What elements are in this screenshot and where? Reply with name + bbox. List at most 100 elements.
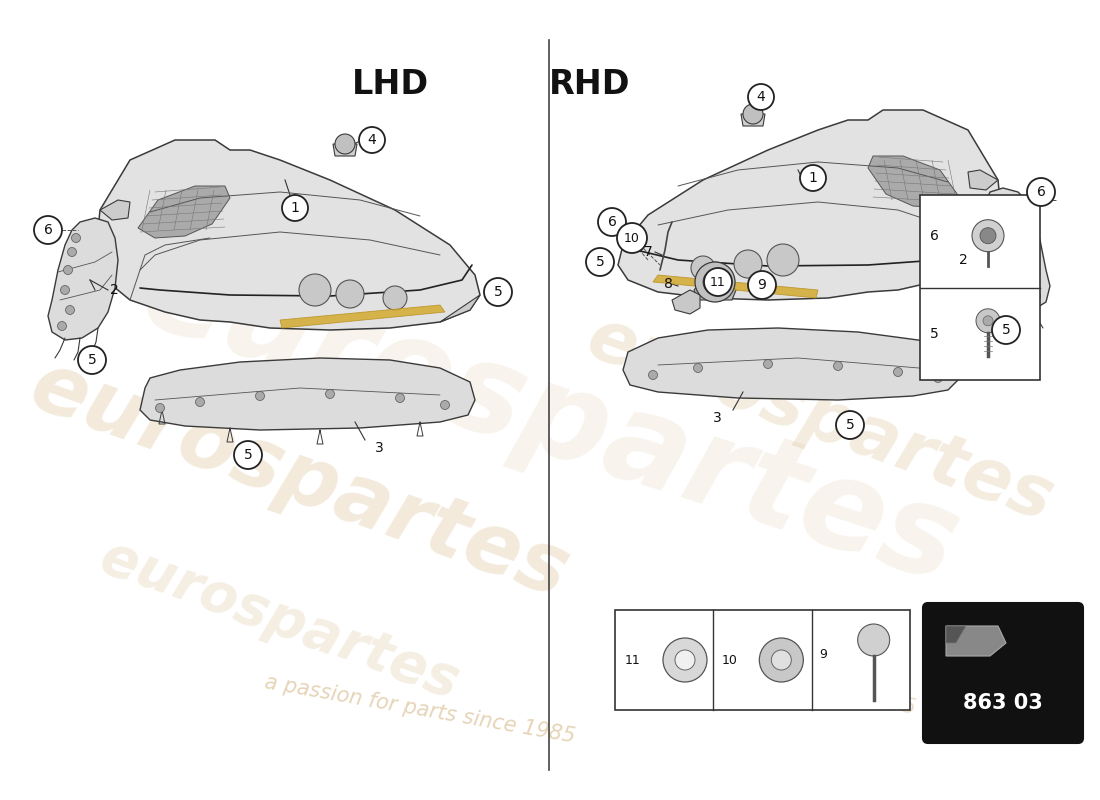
- Circle shape: [767, 244, 799, 276]
- Text: LHD: LHD: [351, 69, 429, 102]
- Circle shape: [299, 274, 331, 306]
- Polygon shape: [672, 290, 700, 314]
- Circle shape: [1018, 203, 1026, 213]
- Polygon shape: [95, 140, 480, 330]
- Text: 8: 8: [663, 277, 672, 291]
- Circle shape: [742, 104, 763, 124]
- Text: 3: 3: [375, 441, 384, 455]
- Text: 10: 10: [722, 654, 737, 666]
- Text: RHD: RHD: [549, 69, 630, 102]
- Circle shape: [704, 268, 732, 296]
- Text: eurospartes: eurospartes: [20, 345, 580, 615]
- Polygon shape: [946, 626, 966, 643]
- Circle shape: [734, 250, 762, 278]
- Polygon shape: [653, 275, 818, 298]
- Text: a passion for: a passion for: [669, 618, 830, 682]
- Text: 2: 2: [959, 253, 968, 267]
- Circle shape: [383, 286, 407, 310]
- Circle shape: [983, 316, 993, 326]
- Polygon shape: [138, 186, 230, 238]
- Circle shape: [359, 127, 385, 153]
- Polygon shape: [623, 328, 958, 400]
- Text: 4: 4: [757, 90, 766, 104]
- Polygon shape: [868, 156, 960, 208]
- Circle shape: [484, 278, 512, 306]
- Circle shape: [598, 208, 626, 236]
- Circle shape: [893, 367, 902, 377]
- Circle shape: [66, 306, 75, 314]
- Text: 1: 1: [808, 171, 817, 185]
- Polygon shape: [440, 295, 480, 322]
- Text: 5: 5: [595, 255, 604, 269]
- Circle shape: [976, 309, 1000, 333]
- Circle shape: [326, 390, 334, 398]
- Text: 5: 5: [494, 285, 503, 299]
- Text: 863 03: 863 03: [964, 693, 1043, 713]
- Polygon shape: [741, 114, 764, 126]
- Text: 7: 7: [644, 245, 652, 259]
- Text: 5: 5: [1002, 323, 1011, 337]
- Circle shape: [57, 322, 66, 330]
- Circle shape: [748, 271, 775, 299]
- Text: eurospartes: eurospartes: [94, 530, 466, 710]
- Circle shape: [693, 363, 703, 373]
- Circle shape: [34, 216, 62, 244]
- Text: 2: 2: [110, 283, 119, 297]
- Circle shape: [934, 374, 943, 382]
- Polygon shape: [968, 170, 998, 190]
- Circle shape: [691, 256, 715, 280]
- Circle shape: [67, 247, 77, 257]
- Circle shape: [396, 394, 405, 402]
- Circle shape: [992, 316, 1020, 344]
- Polygon shape: [980, 188, 1050, 310]
- Circle shape: [1027, 178, 1055, 206]
- Text: 3: 3: [713, 411, 722, 425]
- Text: 11: 11: [711, 275, 726, 289]
- Circle shape: [336, 134, 355, 154]
- Circle shape: [72, 234, 80, 242]
- Circle shape: [1022, 218, 1031, 226]
- Text: a passion for parts since 1985: a passion for parts since 1985: [263, 673, 576, 747]
- Polygon shape: [618, 110, 1003, 300]
- Text: 5: 5: [88, 353, 97, 367]
- Text: 6: 6: [1036, 185, 1045, 199]
- Text: 4: 4: [367, 133, 376, 147]
- FancyBboxPatch shape: [923, 603, 1084, 743]
- Text: 1: 1: [290, 201, 299, 215]
- Circle shape: [972, 220, 1004, 252]
- Circle shape: [586, 248, 614, 276]
- Text: 6: 6: [930, 229, 939, 242]
- Circle shape: [1023, 275, 1033, 285]
- Circle shape: [78, 346, 106, 374]
- Circle shape: [282, 195, 308, 221]
- Circle shape: [748, 84, 774, 110]
- Circle shape: [836, 411, 864, 439]
- Text: 5: 5: [243, 448, 252, 462]
- Text: eurospartes: eurospartes: [128, 231, 972, 609]
- Circle shape: [1025, 235, 1034, 245]
- Circle shape: [771, 650, 791, 670]
- Text: 5: 5: [846, 418, 855, 432]
- Text: 11: 11: [625, 654, 640, 666]
- Circle shape: [64, 266, 73, 274]
- Circle shape: [617, 223, 647, 253]
- Text: 10: 10: [624, 231, 640, 245]
- Circle shape: [1032, 291, 1041, 301]
- FancyBboxPatch shape: [920, 195, 1040, 380]
- Circle shape: [440, 401, 450, 410]
- Circle shape: [649, 370, 658, 379]
- Text: 6: 6: [607, 215, 616, 229]
- Circle shape: [980, 228, 996, 244]
- Text: 5: 5: [930, 326, 938, 341]
- Circle shape: [155, 403, 165, 413]
- Polygon shape: [280, 305, 446, 328]
- Circle shape: [763, 359, 772, 369]
- Polygon shape: [100, 200, 130, 220]
- FancyBboxPatch shape: [615, 610, 910, 710]
- Polygon shape: [946, 626, 1006, 656]
- Text: 6: 6: [44, 223, 53, 237]
- Circle shape: [663, 638, 707, 682]
- Text: 9: 9: [820, 649, 827, 662]
- Circle shape: [800, 165, 826, 191]
- Circle shape: [336, 280, 364, 308]
